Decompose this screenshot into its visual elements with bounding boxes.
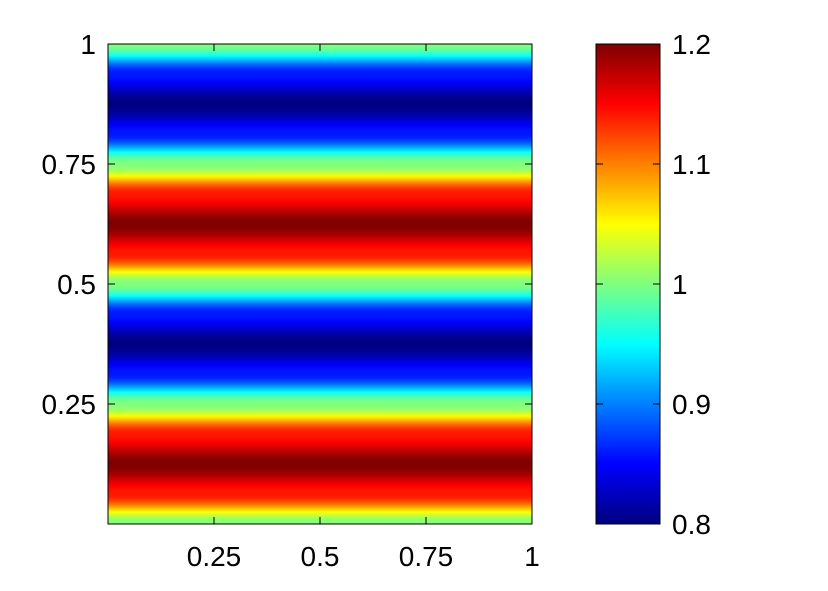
colorbar-tick-label: 0.8	[672, 509, 711, 540]
x-tick-label: 0.5	[301, 541, 340, 572]
x-tick-label: 0.75	[399, 541, 454, 572]
plot-area	[107, 43, 533, 525]
colorbar: 0.8 0.9 1 1.1 1.2	[595, 29, 711, 540]
y-tick-label: 0.5	[57, 269, 96, 300]
x-axis: 0.25 0.5 0.75 1	[187, 44, 540, 572]
heatmap-field	[108, 44, 532, 524]
colorbar-tick-label: 0.9	[672, 389, 711, 420]
y-tick-label: 0.25	[42, 389, 97, 420]
x-tick-label: 0.25	[187, 541, 242, 572]
colorbar-tick-label: 1.2	[672, 29, 711, 60]
colorbar-tick-label: 1	[672, 269, 688, 300]
y-tick-label: 0.75	[42, 149, 97, 180]
colorbar-scale	[596, 44, 660, 524]
x-tick-label: 1	[524, 541, 540, 572]
y-tick-label: 1	[80, 29, 96, 60]
colorbar-tick-label: 1.1	[672, 149, 711, 180]
y-axis: 0.25 0.5 0.75 1	[42, 29, 532, 420]
